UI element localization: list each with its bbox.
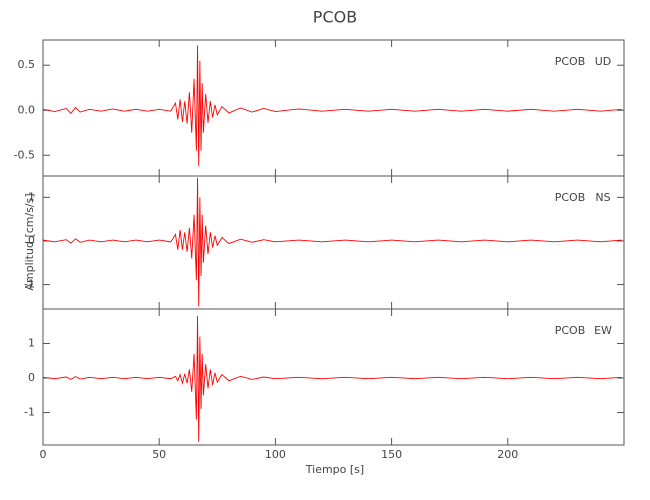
component-label: UD <box>595 55 612 68</box>
waveform <box>42 177 622 307</box>
component-label: NS <box>595 191 610 204</box>
y-tick-label: 0.0 <box>18 103 36 116</box>
plot-frame <box>42 39 625 177</box>
y-tick-label: 1 <box>28 190 35 203</box>
y-tick-label: -0.5 <box>14 148 35 161</box>
plot-frame <box>42 175 625 310</box>
y-tick-label: 0 <box>28 371 35 384</box>
station-label: PCOB <box>555 324 586 337</box>
y-tick-label: 0 <box>28 234 35 247</box>
y-tick-label: 0.5 <box>18 58 36 71</box>
x-tick-label: 200 <box>497 448 518 461</box>
station-label: PCOB <box>555 55 586 68</box>
y-tick-label: -1 <box>24 406 35 419</box>
y-tick-label: 1 <box>28 337 35 350</box>
x-tick-label: 100 <box>265 448 286 461</box>
station-label: PCOB <box>555 191 586 204</box>
x-tick-label: 150 <box>381 448 402 461</box>
y-tick-label: -1 <box>24 278 35 291</box>
x-axis-label: Tiempo [s] <box>305 463 364 476</box>
x-tick-label: 0 <box>40 448 47 461</box>
component-label: EW <box>594 324 612 337</box>
x-tick-label: 50 <box>152 448 166 461</box>
y-axis-label: Amplitud [cm/s/s] <box>23 193 36 290</box>
plot-frame <box>42 308 625 446</box>
waveform <box>42 315 622 442</box>
waveform <box>42 45 622 167</box>
chart-title: PCOB <box>313 8 357 27</box>
